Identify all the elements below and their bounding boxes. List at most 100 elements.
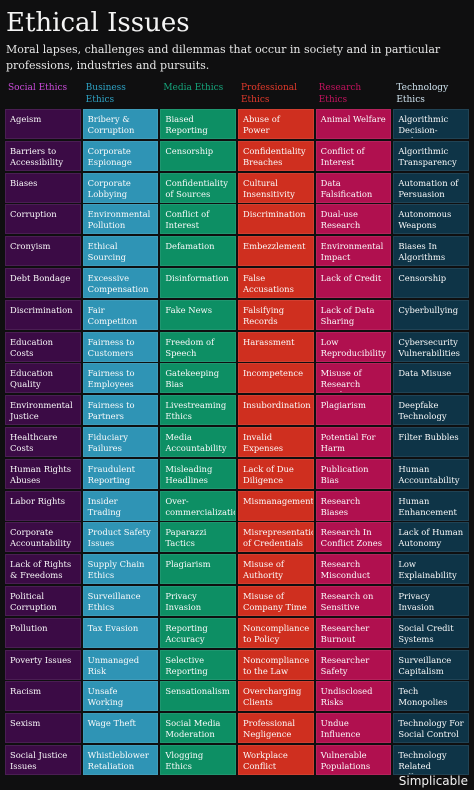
issue-cell: Misuse of Research Funds — [315, 363, 392, 394]
issue-cell: Privacy Invasion — [393, 585, 469, 616]
issue-cell: Discrimination — [5, 299, 81, 330]
issue-cell: Environmental Pollution — [82, 204, 159, 235]
issue-cell: Misuse of Company Time — [237, 585, 314, 616]
issue-cell: Filter Bubbles — [393, 426, 469, 457]
issue-cell: Biased Reporting — [160, 109, 236, 139]
issue-cell: Tech Monopolies — [393, 681, 469, 712]
issue-cell: Fiduciary Failures — [82, 426, 159, 457]
issue-cell: Corruption — [5, 204, 81, 235]
issue-cell: Research Biases — [315, 490, 392, 521]
issue-cell: Research Misconduct — [315, 554, 392, 585]
issue-cell: Racism — [5, 681, 81, 712]
issue-cell: Fairness to Employees — [82, 363, 159, 394]
page-subtitle: Moral lapses, challenges and dilemmas th… — [6, 43, 441, 72]
issue-cell: Paparazzi Tactics — [160, 522, 236, 553]
issue-cell: Political Corruption — [5, 585, 81, 616]
issue-cell: Surveillance Capitalism — [393, 649, 469, 680]
issue-cell: Human Rights Abuses — [5, 458, 81, 489]
issue-cell: Autonomous Weapons — [393, 204, 469, 235]
column-header: Professional Ethics — [240, 83, 297, 105]
issue-cell: Poverty Issues — [5, 649, 81, 680]
issue-cell: Tax Evasion — [82, 617, 159, 648]
issue-cell: Deepfake Technology — [393, 395, 469, 426]
issue-cell: Social Credit Systems — [393, 617, 469, 648]
issue-cell: Misleading Headlines — [160, 458, 236, 489]
issue-cell: Corporate Accountability — [5, 522, 81, 553]
issue-cell: Corporate Lobbying — [82, 172, 159, 203]
issue-cell: Labor Rights — [5, 490, 81, 521]
issue-cell: Education Costs — [5, 331, 81, 362]
issue-cell: Undisclosed Risks — [315, 681, 392, 712]
issue-cell: Fake News — [160, 299, 236, 330]
issue-cell: Education Quality — [5, 363, 81, 394]
issue-cell: Surveillance Ethics — [82, 585, 159, 616]
issue-cell: Noncompliance to Policy — [237, 617, 314, 648]
issue-cell: Misuse of Authority — [237, 554, 314, 585]
issue-cell: Invalid Expenses — [237, 426, 314, 457]
issue-cell: Lack of Credit — [315, 267, 392, 298]
issue-cell: Social Media Moderation — [160, 713, 236, 744]
issue-cell: Conflict of Interest — [160, 204, 236, 235]
issue-cell: Environmental Justice — [5, 395, 81, 426]
ethics-grid: Ageism Bribery & Corruption Biased Reporti… — [5, 109, 469, 775]
issue-cell: Falsifying Records — [237, 299, 314, 330]
issue-cell: Freedom of Speech — [160, 331, 236, 362]
issue-cell: Technology For Social Control — [393, 713, 469, 744]
issue-cell: Lack of Rights & Freedoms — [5, 554, 81, 585]
issue-cell: Cronyism — [5, 236, 81, 267]
column-header: Technology Ethics — [396, 83, 449, 105]
issue-cell: Automation of Persuasion — [393, 172, 469, 203]
issue-cell: Cyberbullying — [393, 299, 469, 330]
issue-cell: Insubordination — [237, 395, 314, 426]
issue-cell: Selective Reporting — [160, 649, 236, 680]
issue-cell: Overcharging Clients — [237, 681, 314, 712]
issue-cell: Plagiarism — [160, 554, 236, 585]
issue-cell: Discrimination — [237, 204, 314, 235]
issue-cell: Vulnerable Populations — [315, 744, 392, 775]
issue-cell: Environmental Impact — [315, 236, 392, 267]
issue-cell: Researcher Safety — [315, 649, 392, 680]
issue-cell: Defamation — [160, 236, 236, 267]
issue-cell: Research on Sensitive Topics — [315, 585, 392, 616]
issue-cell: Mismanagement — [237, 490, 314, 521]
issue-cell: Bribery & Corruption — [82, 109, 159, 139]
issue-cell: Algorithmic Decision-making — [393, 109, 469, 139]
issue-cell: Biases In Algorithms — [393, 236, 469, 267]
issue-cell: Whistleblower Retaliation — [82, 744, 159, 775]
issue-cell: Unsafe Working Conditions — [82, 681, 159, 712]
issue-cell: Research In Conflict Zones — [315, 522, 392, 553]
issue-cell: Animal Welfare — [315, 109, 392, 139]
issue-cell: Gatekeeping Bias — [160, 363, 236, 394]
issue-cell: Excessive Compensation — [82, 267, 159, 298]
issue-cell: Healthcare Costs — [5, 426, 81, 457]
issue-cell: Media Accountability — [160, 426, 236, 457]
issue-cell: Conflict of Interest — [315, 140, 392, 171]
issue-cell: Researcher Burnout — [315, 617, 392, 648]
issue-cell: Professional Negligence — [237, 713, 314, 744]
brand-label: Simplicable — [398, 774, 468, 788]
column-header: Research Ethics — [318, 83, 362, 105]
issue-cell: Reporting Accuracy — [160, 617, 236, 648]
issue-cell: Confidentiality Breaches — [237, 140, 314, 171]
issue-cell: Potential For Harm — [315, 426, 392, 457]
issue-cell: False Accusations — [237, 267, 314, 298]
issue-cell: Harassment — [237, 331, 314, 362]
issue-cell: Confidentiality of Sources — [160, 172, 236, 203]
issue-cell: Publication Bias — [315, 458, 392, 489]
issue-cell: Dual-use Research — [315, 204, 392, 235]
issue-cell: Lack of Data Sharing — [315, 299, 392, 330]
issue-cell: Plagiarism — [315, 395, 392, 426]
issue-cell: Debt Bondage — [5, 267, 81, 298]
issue-cell: Cybersecurity Vulnerabilities — [393, 331, 469, 362]
issue-cell: Barriers to Accessibility — [5, 140, 81, 171]
issue-cell: Supply Chain Ethics — [82, 554, 159, 585]
issue-cell: Human Enhancement — [393, 490, 469, 521]
issue-cell: Fraudulent Reporting — [82, 458, 159, 489]
issue-cell: Abuse of Power — [237, 109, 314, 139]
issue-cell: Ethical Sourcing — [82, 236, 159, 267]
issue-cell: Incompetence — [237, 363, 314, 394]
issue-cell: Noncompliance to the Law — [237, 649, 314, 680]
issue-cell: Fairness to Customers — [82, 331, 159, 362]
issue-cell: Workplace Conflict — [237, 744, 314, 775]
issue-cell: Sexism — [5, 713, 81, 744]
